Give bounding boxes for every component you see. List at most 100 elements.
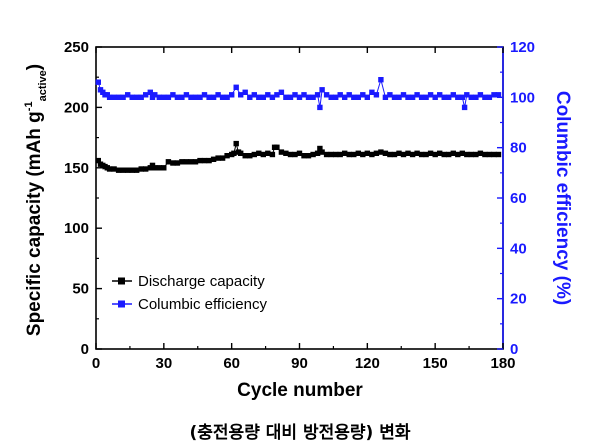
data-point <box>215 92 221 98</box>
data-point <box>129 167 135 173</box>
data-point <box>238 92 244 98</box>
data-point <box>269 151 276 158</box>
data-point <box>473 94 479 100</box>
data-point <box>125 92 131 98</box>
data-point <box>437 92 443 98</box>
data-point <box>138 94 144 100</box>
data-point <box>292 92 298 98</box>
data-point <box>427 150 434 156</box>
data-point <box>170 160 176 166</box>
data-point <box>459 94 465 100</box>
data-point <box>231 150 237 156</box>
data-point <box>486 151 493 158</box>
data-point <box>106 166 113 172</box>
data-point <box>274 92 280 98</box>
data-point <box>206 94 212 100</box>
data-point <box>260 151 266 158</box>
data-point <box>441 151 447 158</box>
data-point <box>319 87 325 93</box>
data-point <box>418 151 425 158</box>
y2-tick-label: 60 <box>510 190 527 207</box>
data-point <box>201 157 208 164</box>
data-point <box>387 92 393 98</box>
data-point <box>296 94 303 100</box>
data-point <box>319 149 325 155</box>
data-point <box>328 151 334 158</box>
data-point <box>269 94 276 100</box>
data-point <box>278 89 285 95</box>
data-point <box>427 92 434 98</box>
data-point <box>165 94 172 100</box>
y-tick-label: 150 <box>64 160 89 177</box>
data-point <box>464 151 470 158</box>
data-point <box>351 151 357 158</box>
data-point <box>287 151 294 158</box>
data-point <box>423 151 429 158</box>
data-point <box>161 94 167 100</box>
data-point <box>156 165 162 171</box>
data-point <box>106 94 113 100</box>
data-point <box>287 94 294 100</box>
left-y-axis-label: Specific capacity (mAh g-1active) <box>23 64 49 336</box>
data-point <box>495 92 502 98</box>
data-point <box>152 92 158 98</box>
data-point <box>414 92 420 98</box>
data-point <box>364 150 370 156</box>
data-point <box>396 94 402 100</box>
series-columbic-efficiency <box>95 77 502 111</box>
data-point <box>247 94 253 100</box>
data-point <box>251 92 257 98</box>
x-tick-label: 120 <box>355 355 380 372</box>
data-point <box>337 151 343 158</box>
data-point <box>396 150 402 156</box>
data-point <box>224 153 230 159</box>
data-point <box>219 94 226 100</box>
data-point <box>360 151 366 158</box>
y-tick-label: 100 <box>64 220 89 237</box>
data-point <box>486 94 493 100</box>
data-point <box>111 94 117 100</box>
data-point <box>251 151 257 158</box>
ylabel-close: ) <box>24 64 45 70</box>
data-point <box>418 94 425 100</box>
data-point <box>265 150 271 156</box>
legend-item-efficiency: Columbic efficiency <box>112 296 267 313</box>
data-point <box>247 153 253 159</box>
data-point <box>179 159 185 165</box>
left-y-axis-ticks: 0 50 100 150 200 250 <box>64 39 102 358</box>
data-point <box>233 140 239 147</box>
data-point <box>317 104 323 111</box>
data-point <box>477 92 484 98</box>
data-point <box>238 150 244 156</box>
data-point <box>409 94 416 100</box>
data-point <box>265 92 271 98</box>
data-point <box>115 167 122 173</box>
data-point <box>197 157 203 164</box>
data-point <box>314 150 321 156</box>
data-point <box>95 157 101 164</box>
data-point <box>495 151 502 158</box>
data-point <box>283 150 289 156</box>
data-point <box>197 94 203 100</box>
data-point <box>364 94 370 100</box>
data-point <box>143 166 149 172</box>
data-point <box>409 151 416 158</box>
data-point <box>468 151 474 158</box>
data-point <box>310 94 316 100</box>
data-point <box>446 94 452 100</box>
data-point <box>296 150 303 156</box>
data-point <box>120 94 126 100</box>
data-point <box>129 94 135 100</box>
data-point <box>125 167 131 173</box>
data-point <box>120 167 126 173</box>
data-point <box>210 94 217 100</box>
data-point <box>346 92 352 98</box>
ylabel-subscript: active <box>37 70 49 101</box>
y-tick-label: 200 <box>64 99 89 116</box>
data-point <box>382 94 389 100</box>
y-tick-label: 50 <box>72 281 89 298</box>
data-point <box>473 151 479 158</box>
data-point <box>351 94 357 100</box>
data-point <box>305 153 312 159</box>
